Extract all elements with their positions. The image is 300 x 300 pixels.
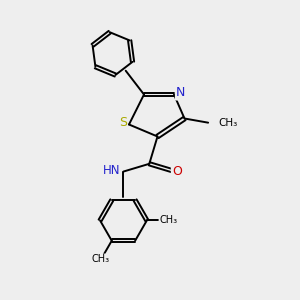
Text: HN: HN — [103, 164, 120, 177]
Text: O: O — [172, 165, 182, 178]
Text: CH₃: CH₃ — [159, 215, 178, 226]
Text: S: S — [119, 116, 127, 130]
Text: N: N — [176, 86, 185, 100]
Text: CH₃: CH₃ — [219, 118, 238, 128]
Text: CH₃: CH₃ — [92, 254, 110, 264]
